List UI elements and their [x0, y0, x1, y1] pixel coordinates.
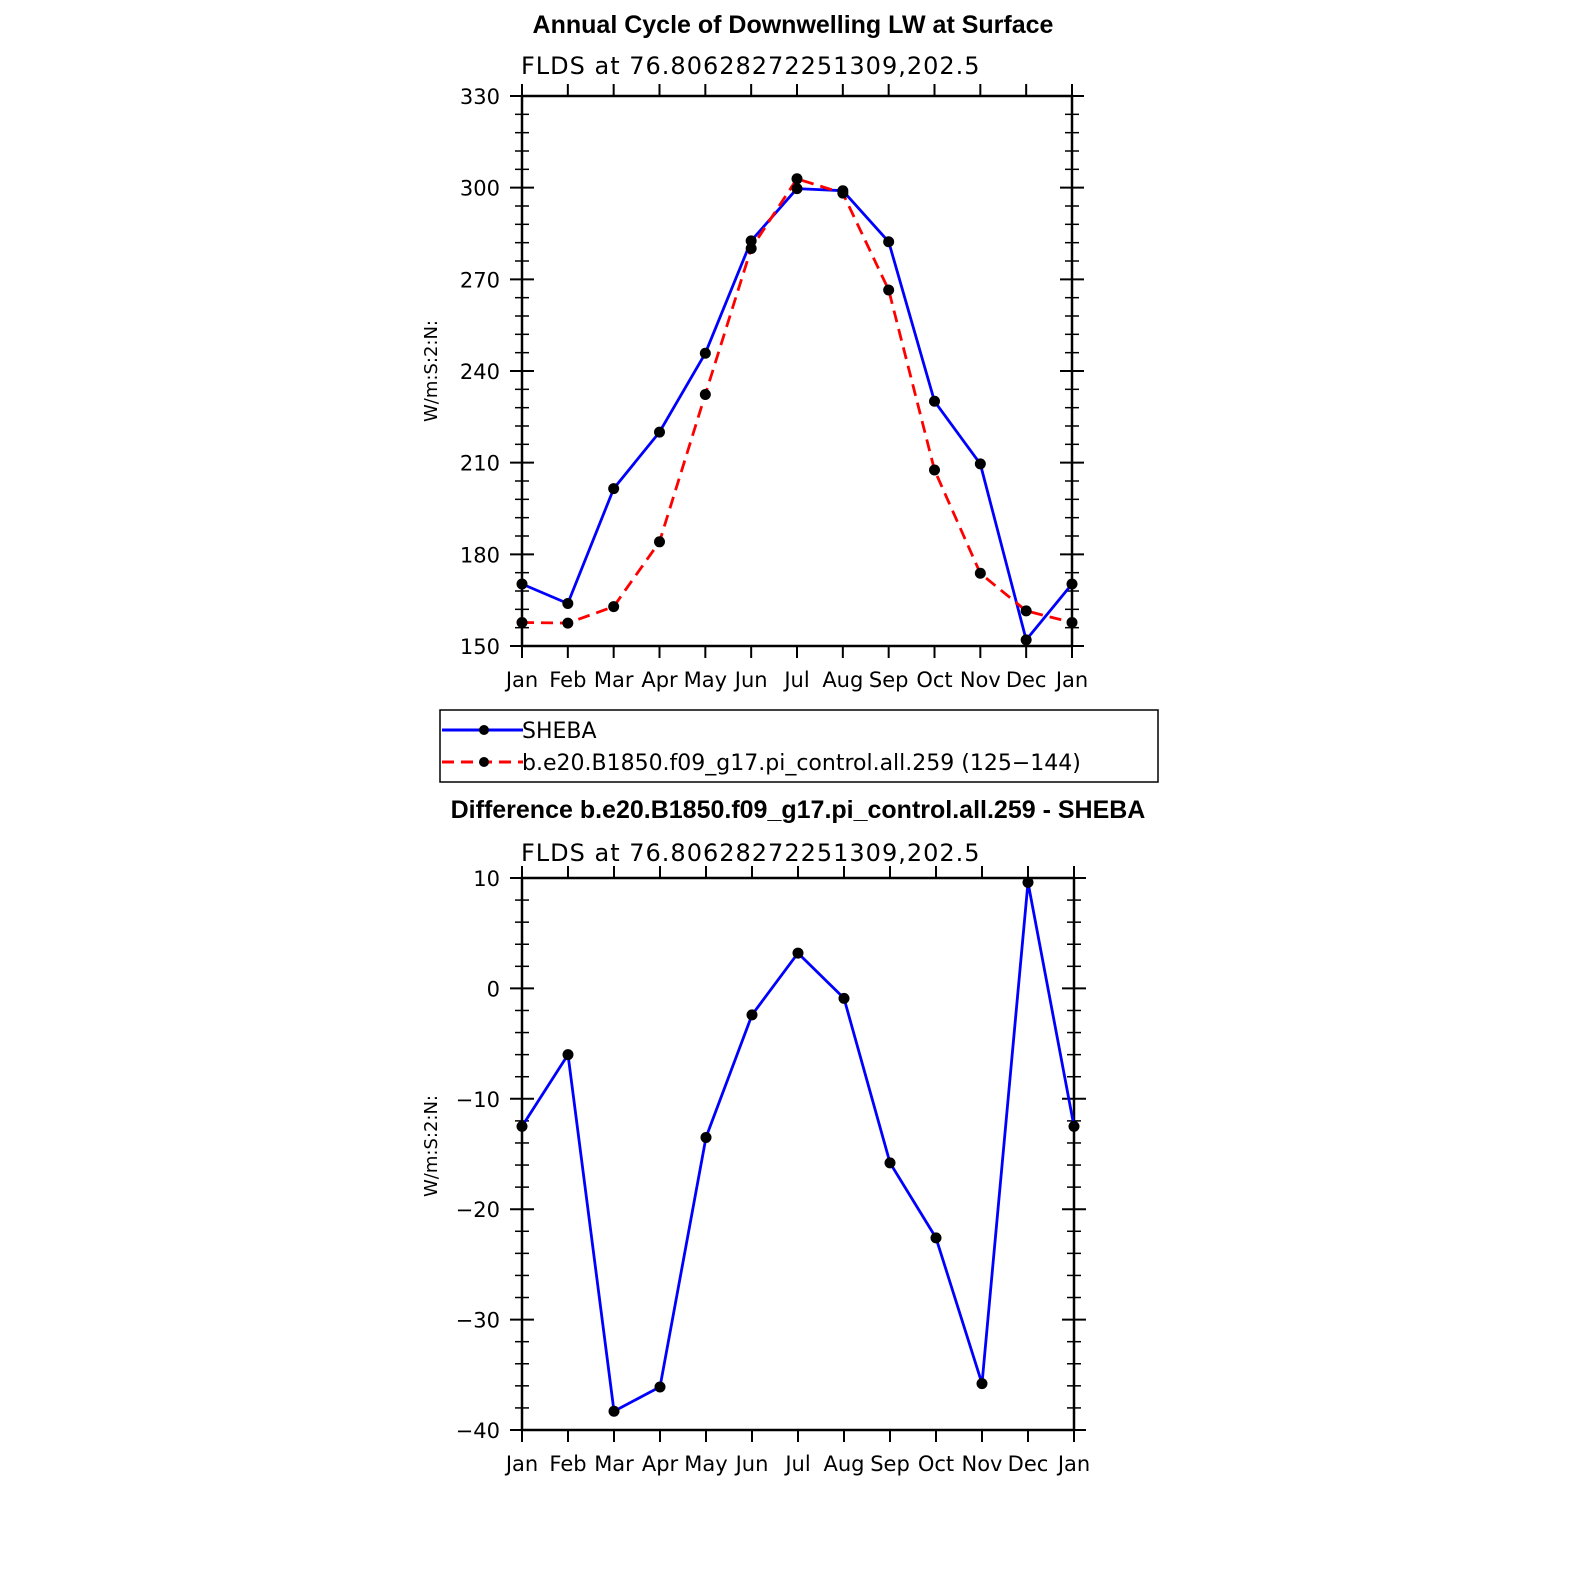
bottom-y-tick-label: 0 — [487, 977, 500, 1001]
top-series-0-point — [1020, 634, 1032, 646]
bottom-series-0-point — [746, 1009, 758, 1021]
legend: SHEBA b.e20.B1850.f09_g17.pi_control.all… — [439, 709, 1159, 783]
bottom-x-tick-label: Feb — [549, 1452, 586, 1476]
bottom-series-0-point — [1068, 1120, 1080, 1132]
top-y-tick-label: 330 — [460, 85, 500, 109]
bottom-series-0-point — [930, 1232, 942, 1244]
bottom-series-0-point — [792, 947, 804, 959]
top-y-tick-label: 210 — [460, 452, 500, 476]
top-series-1-point — [516, 616, 528, 628]
top-series-1-point — [654, 536, 665, 548]
bottom-x-tick-label: Nov — [962, 1452, 1003, 1476]
top-x-tick-label: Sep — [869, 668, 909, 692]
bottom-x-tick-label: Jan — [1056, 1452, 1090, 1476]
bottom-x-tick-label: Oct — [918, 1452, 954, 1476]
bottom-plot-area: Jan Feb Mar Apr May Jun Jul Aug Sep Oct Nov Dec Jan−… — [456, 866, 1090, 1476]
top-series-1-point — [562, 617, 574, 629]
bottom-x-tick-label: Dec — [1008, 1452, 1049, 1476]
bottom-series-0-line — [520, 881, 1076, 1413]
legend-sheba-marker — [479, 725, 489, 735]
top-series-0-point — [608, 483, 620, 495]
top-x-tick-label: Feb — [549, 668, 586, 692]
top-series-1-point — [1020, 605, 1032, 617]
bottom-x-tick-label: Jul — [783, 1452, 810, 1476]
top-x-tick-label: Jan — [504, 668, 538, 692]
bottom-chart-subtitle: FLDS at 76.80628272251309,202.5 — [521, 839, 981, 867]
bottom-series-0-point — [700, 1131, 712, 1143]
top-series-1-point — [791, 173, 803, 185]
bottom-y-tick-label: −20 — [456, 1198, 500, 1222]
difference-chart: Difference b.e20.B1850.f09_g17.pi_contro… — [421, 796, 1145, 1476]
top-series-0-point — [791, 183, 803, 195]
legend-sheba-label: SHEBA — [522, 719, 597, 744]
bottom-series-0-point — [976, 1378, 988, 1390]
bottom-series-0-point — [838, 992, 850, 1004]
top-series-0-point — [929, 395, 940, 407]
bottom-y-tick-label: −10 — [456, 1088, 500, 1112]
top-series-1-point — [608, 601, 620, 613]
bottom-series-0-point — [654, 1381, 666, 1393]
bottom-series-0-point — [608, 1405, 620, 1417]
bottom-y-tick-label: 10 — [473, 867, 500, 891]
top-series-1-point — [883, 284, 895, 296]
top-y-tick-label: 180 — [460, 543, 500, 567]
top-series-0-point — [654, 426, 665, 438]
top-series-0-point — [745, 235, 757, 247]
top-x-tick-label: Jun — [733, 668, 768, 692]
bottom-x-tick-label: Aug — [823, 1452, 864, 1476]
legend-model-label: b.e20.B1850.f09_g17.pi_control.all.259 (… — [522, 751, 1081, 776]
bottom-x-tick-label: Apr — [642, 1452, 679, 1476]
bottom-x-tick-label: May — [684, 1452, 727, 1476]
bottom-x-tick-label: Jun — [734, 1452, 769, 1476]
top-chart-title: Annual Cycle of Downwelling LW at Surfac… — [533, 11, 1054, 39]
top-series-1-line — [521, 177, 1073, 625]
top-series-1-point — [974, 567, 986, 579]
top-series-1-point — [837, 187, 849, 199]
top-x-tick-label: Nov — [960, 668, 1001, 692]
top-y-tick-label: 150 — [460, 635, 500, 659]
top-series-0-point — [699, 347, 711, 359]
bottom-x-tick-label: Mar — [594, 1452, 634, 1476]
top-x-tick-label: Apr — [641, 668, 678, 692]
top-plot-area: Jan Feb Mar Apr May Jun Jul Aug Sep Oct Nov Dec Jan1… — [460, 84, 1088, 692]
bottom-y-axis-label: W/m:S:2:N: — [421, 1095, 442, 1197]
bottom-chart-title: Difference b.e20.B1850.f09_g17.pi_contro… — [451, 796, 1146, 824]
top-series-1-point — [699, 389, 711, 401]
bottom-series-0-point — [562, 1049, 574, 1061]
legend-model-marker — [479, 757, 489, 767]
top-series-0-point — [562, 598, 574, 610]
top-series-0-point — [883, 236, 895, 248]
top-series-1-point — [1066, 616, 1078, 628]
top-y-axis-label: W/m:S:2:N: — [421, 320, 442, 422]
top-x-tick-label: Mar — [594, 668, 634, 692]
bottom-series-0-point — [884, 1157, 896, 1169]
top-x-tick-label: Jul — [782, 668, 809, 692]
top-x-tick-label: Oct — [916, 668, 952, 692]
top-x-tick-label: Dec — [1006, 668, 1047, 692]
top-series-0-point — [1066, 578, 1078, 590]
top-series-1-point — [745, 242, 757, 254]
top-x-tick-label: Aug — [822, 668, 863, 692]
bottom-x-tick-label: Jan — [504, 1452, 538, 1476]
top-series-0-line — [521, 187, 1074, 642]
annual-cycle-chart: Annual Cycle of Downwelling LW at Surfac… — [421, 11, 1088, 692]
top-series-0-point — [974, 458, 986, 470]
top-y-tick-label: 240 — [460, 360, 500, 384]
bottom-series-0-point — [1022, 876, 1034, 888]
top-series-0-point — [516, 578, 528, 590]
legend-box — [439, 709, 1159, 783]
top-chart-subtitle: FLDS at 76.80628272251309,202.5 — [521, 52, 981, 80]
bottom-x-tick-label: Sep — [870, 1452, 910, 1476]
top-y-tick-label: 270 — [460, 268, 500, 292]
top-x-tick-label: May — [684, 668, 727, 692]
bottom-series-0-point — [516, 1120, 528, 1132]
top-y-tick-label: 300 — [460, 177, 500, 201]
bottom-y-tick-label: −40 — [456, 1419, 500, 1443]
top-series-1-point — [929, 464, 940, 476]
bottom-y-tick-label: −30 — [456, 1309, 500, 1333]
top-x-tick-label: Jan — [1054, 668, 1088, 692]
